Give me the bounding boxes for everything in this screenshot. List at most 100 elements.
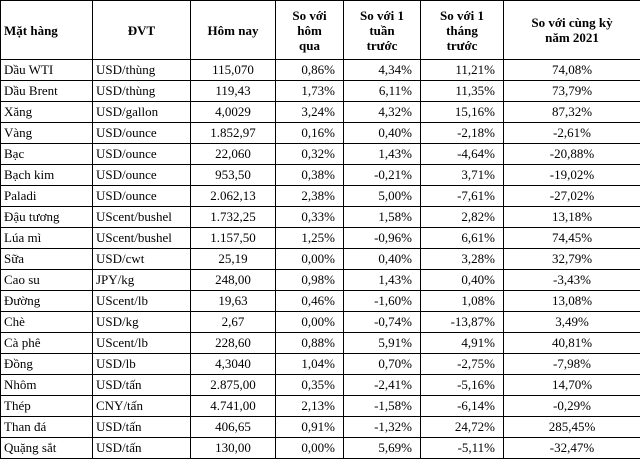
table-cell: Bạch kim [0, 164, 93, 186]
table-cell: 0,00% [275, 437, 344, 459]
table-cell: USD/lb [92, 353, 191, 375]
header-cell: So với hôm qua [275, 0, 344, 60]
table-cell: -0,74% [343, 311, 421, 333]
table-cell: 5,00% [343, 185, 421, 207]
table-cell: Paladi [0, 185, 93, 207]
table-cell: 130,00 [190, 437, 276, 459]
table-cell: 0,38% [275, 164, 344, 186]
table-cell: 0,32% [275, 143, 344, 165]
table-cell: 87,32% [503, 101, 640, 123]
table-cell: 0,00% [275, 248, 344, 270]
header-text: hôm [297, 22, 322, 38]
table-cell: 5,91% [343, 332, 421, 354]
table-cell: USD/gallon [92, 101, 191, 123]
table-cell: 15,16% [420, 101, 504, 123]
table-cell: 119,43 [190, 80, 276, 102]
table-row: Chè USD/kg 2,67 0,00% -0,74% -13,87% 3,49% [0, 311, 640, 333]
table-cell: 953,50 [190, 164, 276, 186]
table-row: Đậu tương UScent/bushel 1.732,25 0,33% 1,58%… [0, 206, 640, 228]
header-text: So với cùng kỳ [531, 15, 613, 30]
header-cell: So với 1 tuần trước [343, 0, 421, 60]
table-cell: 6,61% [420, 227, 504, 249]
table-cell: -19,02% [503, 164, 640, 186]
table-cell: Cao su [0, 269, 93, 291]
header-text: trước [446, 37, 478, 53]
table-cell: 0,88% [275, 332, 344, 354]
header-cell: So với cùng kỳ năm 2021 [503, 0, 640, 60]
table-cell: 2,13% [275, 395, 344, 417]
table-row: Vàng USD/ounce 1.852,97 0,16% 0,40% -2,18% -2,… [0, 122, 640, 144]
table-cell: 0,70% [343, 353, 421, 375]
table-cell: CNY/tấn [92, 395, 191, 417]
table-cell: 0,16% [275, 122, 344, 144]
table-cell: -2,75% [420, 353, 504, 375]
table-cell: UScent/bushel [92, 227, 191, 249]
header-text: tháng [446, 22, 478, 38]
header-cell: So với 1 tháng trước [420, 0, 504, 60]
table-cell: 1,43% [343, 143, 421, 165]
table-cell: 1.852,97 [190, 122, 276, 144]
table-row: Thép CNY/tấn 4.741,00 2,13% -1,58% -6,14% -0,2… [0, 395, 640, 417]
table-cell: USD/tấn [92, 437, 191, 459]
table-cell: USD/thùng [92, 80, 191, 102]
table-cell: 3,49% [503, 311, 640, 333]
table-cell: 3,24% [275, 101, 344, 123]
table-cell: Lúa mì [0, 227, 93, 249]
table-cell: 2,67 [190, 311, 276, 333]
header-cell: Hôm nay [190, 0, 276, 60]
table-cell: -5,11% [420, 437, 504, 459]
table-row: Bạc USD/ounce 22,060 0,32% 1,43% -4,64% -20,88… [0, 143, 640, 165]
table-cell: 228,60 [190, 332, 276, 354]
table-cell: 5,69% [343, 437, 421, 459]
table-row: Cà phê UScent/lb 228,60 0,88% 5,91% 4,91% 40,8… [0, 332, 640, 354]
header-text: So với 1 [439, 7, 485, 23]
table-row: Dầu Brent USD/thùng 119,43 1,73% 6,11% 11,35%… [0, 80, 640, 102]
header-text: So với [292, 7, 327, 23]
table-body: Dầu WTI USD/thùng 115,070 0,86% 4,34% 11,21% 7… [0, 59, 640, 459]
table-cell: Bạc [0, 143, 93, 165]
table-cell: USD/ounce [92, 164, 191, 186]
table-cell: -0,29% [503, 395, 640, 417]
table-cell: 1,73% [275, 80, 344, 102]
table-cell: 1,43% [343, 269, 421, 291]
table-row: Sữa USD/cwt 25,19 0,00% 0,40% 3,28% 32,79% [0, 248, 640, 270]
table-cell: -1,58% [343, 395, 421, 417]
table-cell: 11,21% [420, 59, 504, 81]
header-text: tuần [369, 22, 395, 38]
table-cell: 2.875,00 [190, 374, 276, 396]
header-cell: Mặt hàng [0, 0, 93, 60]
table-cell: -0,21% [343, 164, 421, 186]
table-cell: 13,18% [503, 206, 640, 228]
table-cell: -3,43% [503, 269, 640, 291]
header-text: năm 2021 [545, 30, 599, 45]
table-cell: UScent/lb [92, 290, 191, 312]
table-cell: 40,81% [503, 332, 640, 354]
table-cell: 6,11% [343, 80, 421, 102]
table-cell: Thép [0, 395, 93, 417]
table-cell: 14,70% [503, 374, 640, 396]
table-cell: -1,32% [343, 416, 421, 438]
table-cell: Quặng sắt [0, 437, 93, 459]
table-cell: 73,79% [503, 80, 640, 102]
table-row: Dầu WTI USD/thùng 115,070 0,86% 4,34% 11,21% 7… [0, 59, 640, 81]
table-cell: 115,070 [190, 59, 276, 81]
table-cell: Dầu WTI [0, 59, 93, 81]
table-cell: 74,08% [503, 59, 640, 81]
table-cell: 0,40% [343, 248, 421, 270]
header-cell: ĐVT [92, 0, 191, 60]
table-cell: Xăng [0, 101, 93, 123]
table-cell: 0,46% [275, 290, 344, 312]
table-cell: -4,64% [420, 143, 504, 165]
table-cell: -7,98% [503, 353, 640, 375]
table-row: Đồng USD/lb 4,3040 1,04% 0,70% -2,75% -7,98% [0, 353, 640, 375]
table-cell: Đồng [0, 353, 93, 375]
table-cell: 0,40% [420, 269, 504, 291]
table-cell: 0,98% [275, 269, 344, 291]
table-cell: 0,91% [275, 416, 344, 438]
table-cell: JPY/kg [92, 269, 191, 291]
table-cell: -2,61% [503, 122, 640, 144]
table-cell: -1,60% [343, 290, 421, 312]
table-cell: USD/ounce [92, 185, 191, 207]
table-cell: 0,33% [275, 206, 344, 228]
